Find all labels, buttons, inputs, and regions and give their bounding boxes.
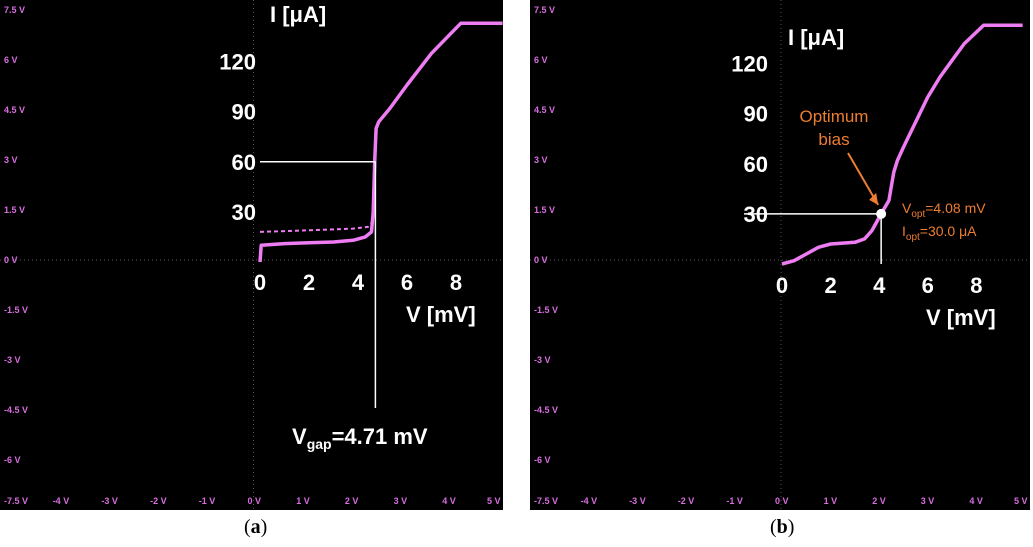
x-tick-label: 4 xyxy=(873,273,886,298)
osc-x-label: 2 V xyxy=(345,496,359,506)
y-tick-label: 90 xyxy=(232,100,256,125)
vopt-annotation: Vopt=4.08 mV xyxy=(902,200,986,220)
osc-y-label: 4.5 V xyxy=(4,105,25,115)
optimum-label-line1: Optimum xyxy=(800,107,869,126)
y-tick-label: 120 xyxy=(219,50,256,75)
y-tick-label: 60 xyxy=(232,150,256,175)
osc-x-label: -2 V xyxy=(678,496,695,506)
osc-x-label: 4 V xyxy=(969,496,983,506)
osc-x-label: -4 V xyxy=(53,496,70,506)
vopt-rest: =4.08 mV xyxy=(925,200,986,216)
oscilloscope-screen xyxy=(0,0,503,510)
caption-b: (b) xyxy=(770,516,795,538)
optimum-label-line2: bias xyxy=(818,130,849,149)
vgap-annotation: Vgap=4.71 mV xyxy=(292,424,428,452)
osc-bottom-label: -7.5 V xyxy=(534,496,558,506)
osc-y-label: -6 V xyxy=(534,455,551,465)
x-tick-label: 4 xyxy=(352,270,365,295)
osc-y-label: 3 V xyxy=(534,155,548,165)
osc-x-label: -3 V xyxy=(101,496,118,506)
x-tick-label: 0 xyxy=(776,273,788,298)
osc-x-label: 5 V xyxy=(487,496,501,506)
osc-x-label: 5 V xyxy=(1014,496,1028,506)
osc-x-label: -1 V xyxy=(199,496,216,506)
iopt-sub: opt xyxy=(906,232,920,243)
iv-trace-dashed xyxy=(259,221,374,233)
y-tick-label: 60 xyxy=(744,152,768,177)
optimum-point xyxy=(876,208,887,219)
y-tick-label: 120 xyxy=(731,52,768,77)
osc-y-label: -3 V xyxy=(534,355,551,365)
chart-b-svg: 7.5 V 6 V 4.5 V 3 V 1.5 V 0 V -1.5 V -3 V -4.5 V… xyxy=(530,0,1030,510)
x-tick-label: 0 xyxy=(254,270,266,295)
osc-x-label: 0 V xyxy=(775,496,789,506)
osc-y-label: -1.5 V xyxy=(4,305,28,315)
osc-x-label: 1 V xyxy=(824,496,838,506)
vopt-main: V xyxy=(902,200,912,216)
vopt-sub: opt xyxy=(911,209,925,220)
vgap-sub: gap xyxy=(307,436,332,452)
osc-y-label: 6 V xyxy=(534,55,548,65)
iopt-annotation: Iopt=30.0 μA xyxy=(902,223,977,243)
osc-y-label: 1.5 V xyxy=(4,205,25,215)
osc-x-label: 3 V xyxy=(921,496,935,506)
osc-y-label: 7.5 V xyxy=(4,5,25,15)
y-axis-label: I [μA] xyxy=(788,25,844,50)
osc-y-label: -4.5 V xyxy=(534,405,558,415)
osc-y-label: 4.5 V xyxy=(534,105,555,115)
x-axis-label: V [mV] xyxy=(406,302,476,327)
x-tick-label: 6 xyxy=(401,270,413,295)
osc-y-label: 0 V xyxy=(534,255,548,265)
osc-y-label: -6 V xyxy=(4,455,21,465)
osc-y-label: -4.5 V xyxy=(4,405,28,415)
chart-a-svg: 7.5 V 6 V 4.5 V 3 V 1.5 V 0 V -1.5 V -3 V -4.5 V… xyxy=(0,0,503,510)
chart-panel-a: 7.5 V 6 V 4.5 V 3 V 1.5 V 0 V -1.5 V -3 V -4.5 V… xyxy=(0,0,503,515)
iopt-main: I xyxy=(902,223,906,239)
osc-y-label: 1.5 V xyxy=(534,205,555,215)
x-tick-label: 6 xyxy=(922,273,934,298)
y-tick-label: 30 xyxy=(232,200,256,225)
caption-a: (a) xyxy=(244,516,268,538)
osc-bottom-label: -7.5 V xyxy=(4,496,28,506)
osc-x-label: -1 V xyxy=(726,496,743,506)
osc-x-label: 1 V xyxy=(296,496,310,506)
iopt-rest: =30.0 μA xyxy=(920,223,977,239)
y-tick-label: 90 xyxy=(744,102,768,127)
x-tick-label: 8 xyxy=(970,273,982,298)
chart-panel-b: 7.5 V 6 V 4.5 V 3 V 1.5 V 0 V -1.5 V -3 V -4.5 V… xyxy=(530,0,1030,515)
osc-x-label: -2 V xyxy=(150,496,167,506)
x-axis-label: V [mV] xyxy=(926,305,996,330)
y-axis-label: I [μA] xyxy=(270,2,326,27)
optimum-arrowhead xyxy=(869,192,879,205)
osc-x-label: 0 V xyxy=(248,496,262,506)
osc-x-label: 2 V xyxy=(872,496,886,506)
iv-trace xyxy=(258,21,503,263)
osc-y-label: -1.5 V xyxy=(534,305,558,315)
osc-y-label: 7.5 V xyxy=(534,5,555,15)
osc-y-label: 0 V xyxy=(4,255,18,265)
x-tick-label: 8 xyxy=(450,270,462,295)
osc-y-label: -3 V xyxy=(4,355,21,365)
osc-y-label: 6 V xyxy=(4,55,18,65)
iv-trace xyxy=(781,23,1023,266)
osc-x-label: 3 V xyxy=(394,496,408,506)
osc-x-label: -4 V xyxy=(581,496,598,506)
oscilloscope-screen xyxy=(530,0,1030,510)
x-tick-label: 2 xyxy=(824,273,836,298)
osc-y-label: 3 V xyxy=(4,155,18,165)
vgap-main: V xyxy=(292,424,307,449)
osc-x-label: -3 V xyxy=(629,496,646,506)
osc-x-label: 4 V xyxy=(442,496,456,506)
x-tick-label: 2 xyxy=(303,270,315,295)
vgap-rest: =4.71 mV xyxy=(332,424,428,449)
